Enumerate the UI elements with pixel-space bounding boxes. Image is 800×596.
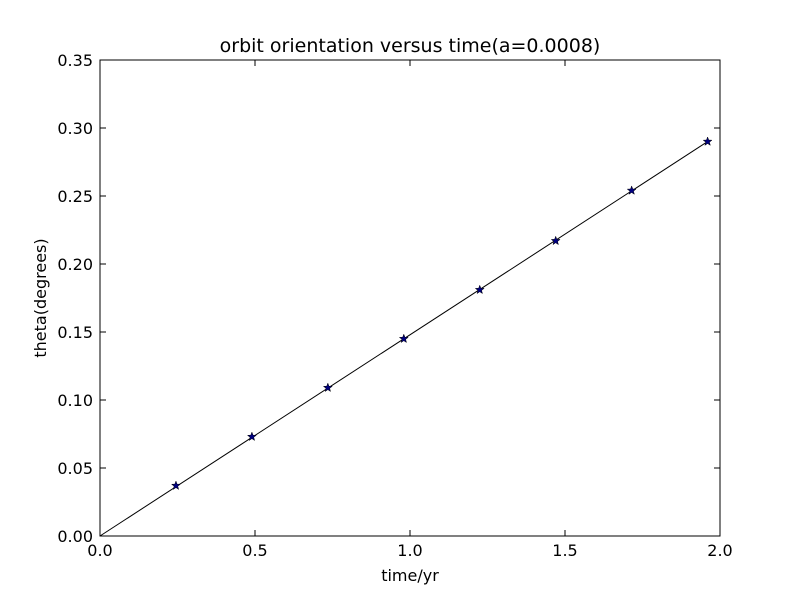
y-tick-label: 0.25 bbox=[57, 187, 93, 206]
x-tick-label: 0.0 bbox=[87, 541, 112, 560]
data-point-star bbox=[246, 431, 257, 442]
y-tick-label: 0.30 bbox=[57, 119, 93, 138]
plot-frame bbox=[99, 59, 721, 537]
data-point-star bbox=[170, 480, 182, 490]
data-point-star bbox=[702, 136, 713, 146]
plot-area: 0.0 0.5 1.0 1.5 2.0 0.00 0.05 0.10 0.15 0.20 0.25 0… bbox=[57, 51, 732, 560]
y-tick-label: 0.00 bbox=[57, 527, 93, 546]
y-tick-label: 0.35 bbox=[57, 51, 93, 70]
x-axis-label: time/yr bbox=[381, 566, 439, 585]
data-point-star bbox=[626, 185, 637, 195]
chart-title: orbit orientation versus time(a=0.0008) bbox=[220, 35, 601, 57]
data-point-star bbox=[398, 333, 409, 344]
y-tick-label: 0.15 bbox=[57, 323, 93, 342]
x-tick-label: 2.0 bbox=[707, 541, 732, 560]
x-tick-label: 0.5 bbox=[242, 541, 267, 560]
y-tick-label: 0.05 bbox=[57, 459, 93, 478]
x-tick-label: 1.0 bbox=[397, 541, 422, 560]
y-axis-label: theta(degrees) bbox=[31, 238, 50, 357]
data-point-star bbox=[322, 382, 333, 393]
x-tick-label: 1.5 bbox=[552, 541, 577, 560]
data-point-star bbox=[550, 235, 561, 246]
y-tick-label: 0.20 bbox=[57, 255, 93, 274]
y-tick-label: 0.10 bbox=[57, 391, 93, 410]
data-point-star bbox=[474, 284, 485, 295]
